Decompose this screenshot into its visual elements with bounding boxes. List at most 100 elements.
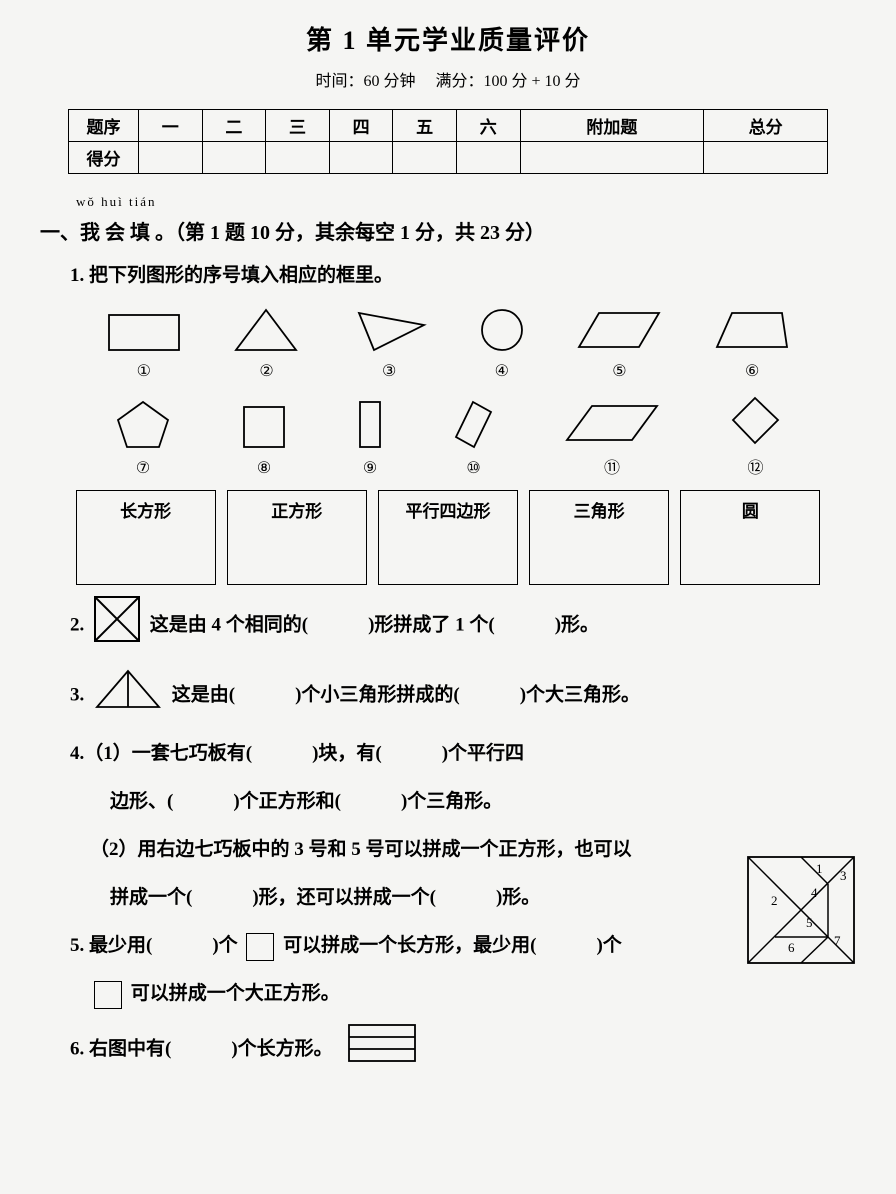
- question-5: 5. 最少用( )个 可以拼成一个长方形，最少用( )个: [70, 927, 856, 965]
- tangram-num: 5: [806, 915, 813, 930]
- category-box[interactable]: 长方形: [76, 490, 216, 585]
- text: )个: [212, 935, 237, 956]
- tangram-figure: 1 2 3 4 5 6 7: [746, 855, 856, 970]
- shape-num: ⑨: [363, 458, 377, 478]
- cell[interactable]: [139, 142, 203, 174]
- cell[interactable]: [329, 142, 393, 174]
- tangram-num: 3: [840, 868, 847, 883]
- shape-parallelogram-2: ⑪: [562, 398, 662, 478]
- shape-num: ③: [382, 361, 396, 381]
- shape-circle: ④: [477, 305, 527, 381]
- triangle-split-icon: [93, 667, 163, 725]
- text: )个三角形。: [401, 791, 502, 812]
- category-box[interactable]: 圆: [680, 490, 820, 585]
- square-x-icon: [93, 595, 141, 657]
- text: )个正方形和(: [233, 791, 341, 812]
- shape-diamond: ⑫: [728, 393, 783, 478]
- text: )块，有(: [312, 743, 382, 764]
- shape-pentagon: ⑦: [113, 397, 173, 478]
- text: 拼成一个(: [110, 887, 192, 908]
- tangram-num: 6: [788, 940, 795, 955]
- cell[interactable]: [202, 142, 266, 174]
- page-title: 第 1 单元学业质量评价: [40, 20, 856, 57]
- text: 6. 右图中有(: [70, 1039, 171, 1060]
- question-4-1b: 边形、( )个正方形和( )个三角形。: [110, 783, 856, 821]
- question-1: 1. 把下列图形的序号填入相应的框里。: [70, 259, 856, 293]
- shape-square: ⑧: [239, 402, 289, 478]
- tangram-num: 2: [771, 893, 778, 908]
- shape-num: ⑧: [257, 458, 271, 478]
- shape-num: ⑪: [604, 454, 620, 478]
- section-heading: 一、我 会 填 。（第 1 题 10 分，其余每空 1 分，共 23 分）: [40, 216, 856, 245]
- question-6: 6. 右图中有( )个长方形。: [70, 1023, 856, 1077]
- text: )个大三角形。: [520, 685, 640, 706]
- pinyin-text: wǒ huì tián: [76, 194, 856, 210]
- category-row: 长方形 正方形 平行四边形 三角形 圆: [70, 490, 826, 585]
- cell: 总分: [704, 110, 828, 142]
- cell[interactable]: [520, 142, 704, 174]
- category-box[interactable]: 平行四边形: [378, 490, 518, 585]
- shape-num: ⑦: [136, 458, 150, 478]
- table-row: 得分: [69, 142, 828, 174]
- question-4-1: 4.（1）一套七巧板有()块，有()个平行四: [70, 735, 856, 773]
- question-5b: 可以拼成一个大正方形。: [90, 975, 856, 1013]
- shape-triangle-2: ③: [349, 305, 429, 381]
- category-box[interactable]: 正方形: [227, 490, 367, 585]
- cell: 得分: [69, 142, 139, 174]
- shape-tall-rect: ⑨: [355, 397, 385, 478]
- cell: 三: [266, 110, 330, 142]
- cell: 五: [393, 110, 457, 142]
- text: 4.（1）一套七巧板有(: [70, 743, 252, 764]
- text: )形。: [496, 887, 540, 908]
- text: 边形、(: [110, 791, 173, 812]
- question-2: 2. 这是由 4 个相同的( )形拼成了 1 个( )形。: [70, 595, 856, 657]
- text: )形拼成了 1 个(: [368, 615, 495, 636]
- shape-num: ②: [259, 361, 273, 381]
- question-4-2b: 拼成一个( )形，还可以拼成一个( )形。: [110, 879, 856, 917]
- tangram-num: 1: [816, 861, 823, 876]
- shape-num: ⑩: [466, 458, 480, 478]
- cell[interactable]: [704, 142, 828, 174]
- cell: 题序: [69, 110, 139, 142]
- subtitle: 时间：60 分钟 满分：100 分 + 10 分: [40, 67, 856, 91]
- cell: 一: [139, 110, 203, 142]
- table-row: 题序 一 二 三 四 五 六 附加题 总分: [69, 110, 828, 142]
- text: 可以拼成一个大正方形。: [131, 983, 340, 1004]
- stacked-rect-icon: [347, 1023, 417, 1077]
- shapes-row-1: ① ② ③ ④ ⑤ ⑥: [80, 305, 816, 381]
- cell[interactable]: [393, 142, 457, 174]
- text: )个: [596, 935, 621, 956]
- shape-rectangle: ①: [104, 310, 184, 381]
- cell: 六: [456, 110, 520, 142]
- text: )个小三角形拼成的(: [295, 685, 460, 706]
- shape-tilted-rect: ⑩: [451, 397, 496, 478]
- cell: 四: [329, 110, 393, 142]
- text: 5. 最少用(: [70, 935, 152, 956]
- q3-label: 3.: [70, 685, 84, 706]
- time-limit: 时间：60 分钟: [315, 73, 415, 90]
- score-table: 题序 一 二 三 四 五 六 附加题 总分 得分: [68, 109, 828, 174]
- text: )形。: [555, 615, 599, 636]
- shape-triangle: ②: [231, 305, 301, 381]
- question-3: 3. 这是由()个小三角形拼成的()个大三角形。: [70, 667, 856, 725]
- question-4-2: （2）用右边七巧板中的 3 号和 5 号可以拼成一个正方形，也可以: [90, 831, 856, 869]
- text: )个长方形。: [231, 1039, 332, 1060]
- shape-num: ⑫: [747, 454, 763, 478]
- category-box[interactable]: 三角形: [529, 490, 669, 585]
- tangram-num: 7: [834, 933, 841, 948]
- square-icon: [94, 981, 122, 1009]
- shape-trapezoid: ⑥: [712, 305, 792, 381]
- cell[interactable]: [456, 142, 520, 174]
- square-icon: [246, 933, 274, 961]
- text: 这是由 4 个相同的(: [150, 615, 308, 636]
- full-score: 满分：100 分 + 10 分: [435, 73, 580, 90]
- q2-label: 2.: [70, 615, 84, 636]
- shape-num: ⑤: [612, 361, 626, 381]
- text: 可以拼成一个长方形，最少用(: [283, 935, 536, 956]
- cell[interactable]: [266, 142, 330, 174]
- shape-num: ④: [495, 361, 509, 381]
- cell: 附加题: [520, 110, 704, 142]
- shapes-row-2: ⑦ ⑧ ⑨ ⑩ ⑪ ⑫: [80, 393, 816, 478]
- shape-num: ①: [137, 361, 151, 381]
- text: )形，还可以拼成一个(: [252, 887, 436, 908]
